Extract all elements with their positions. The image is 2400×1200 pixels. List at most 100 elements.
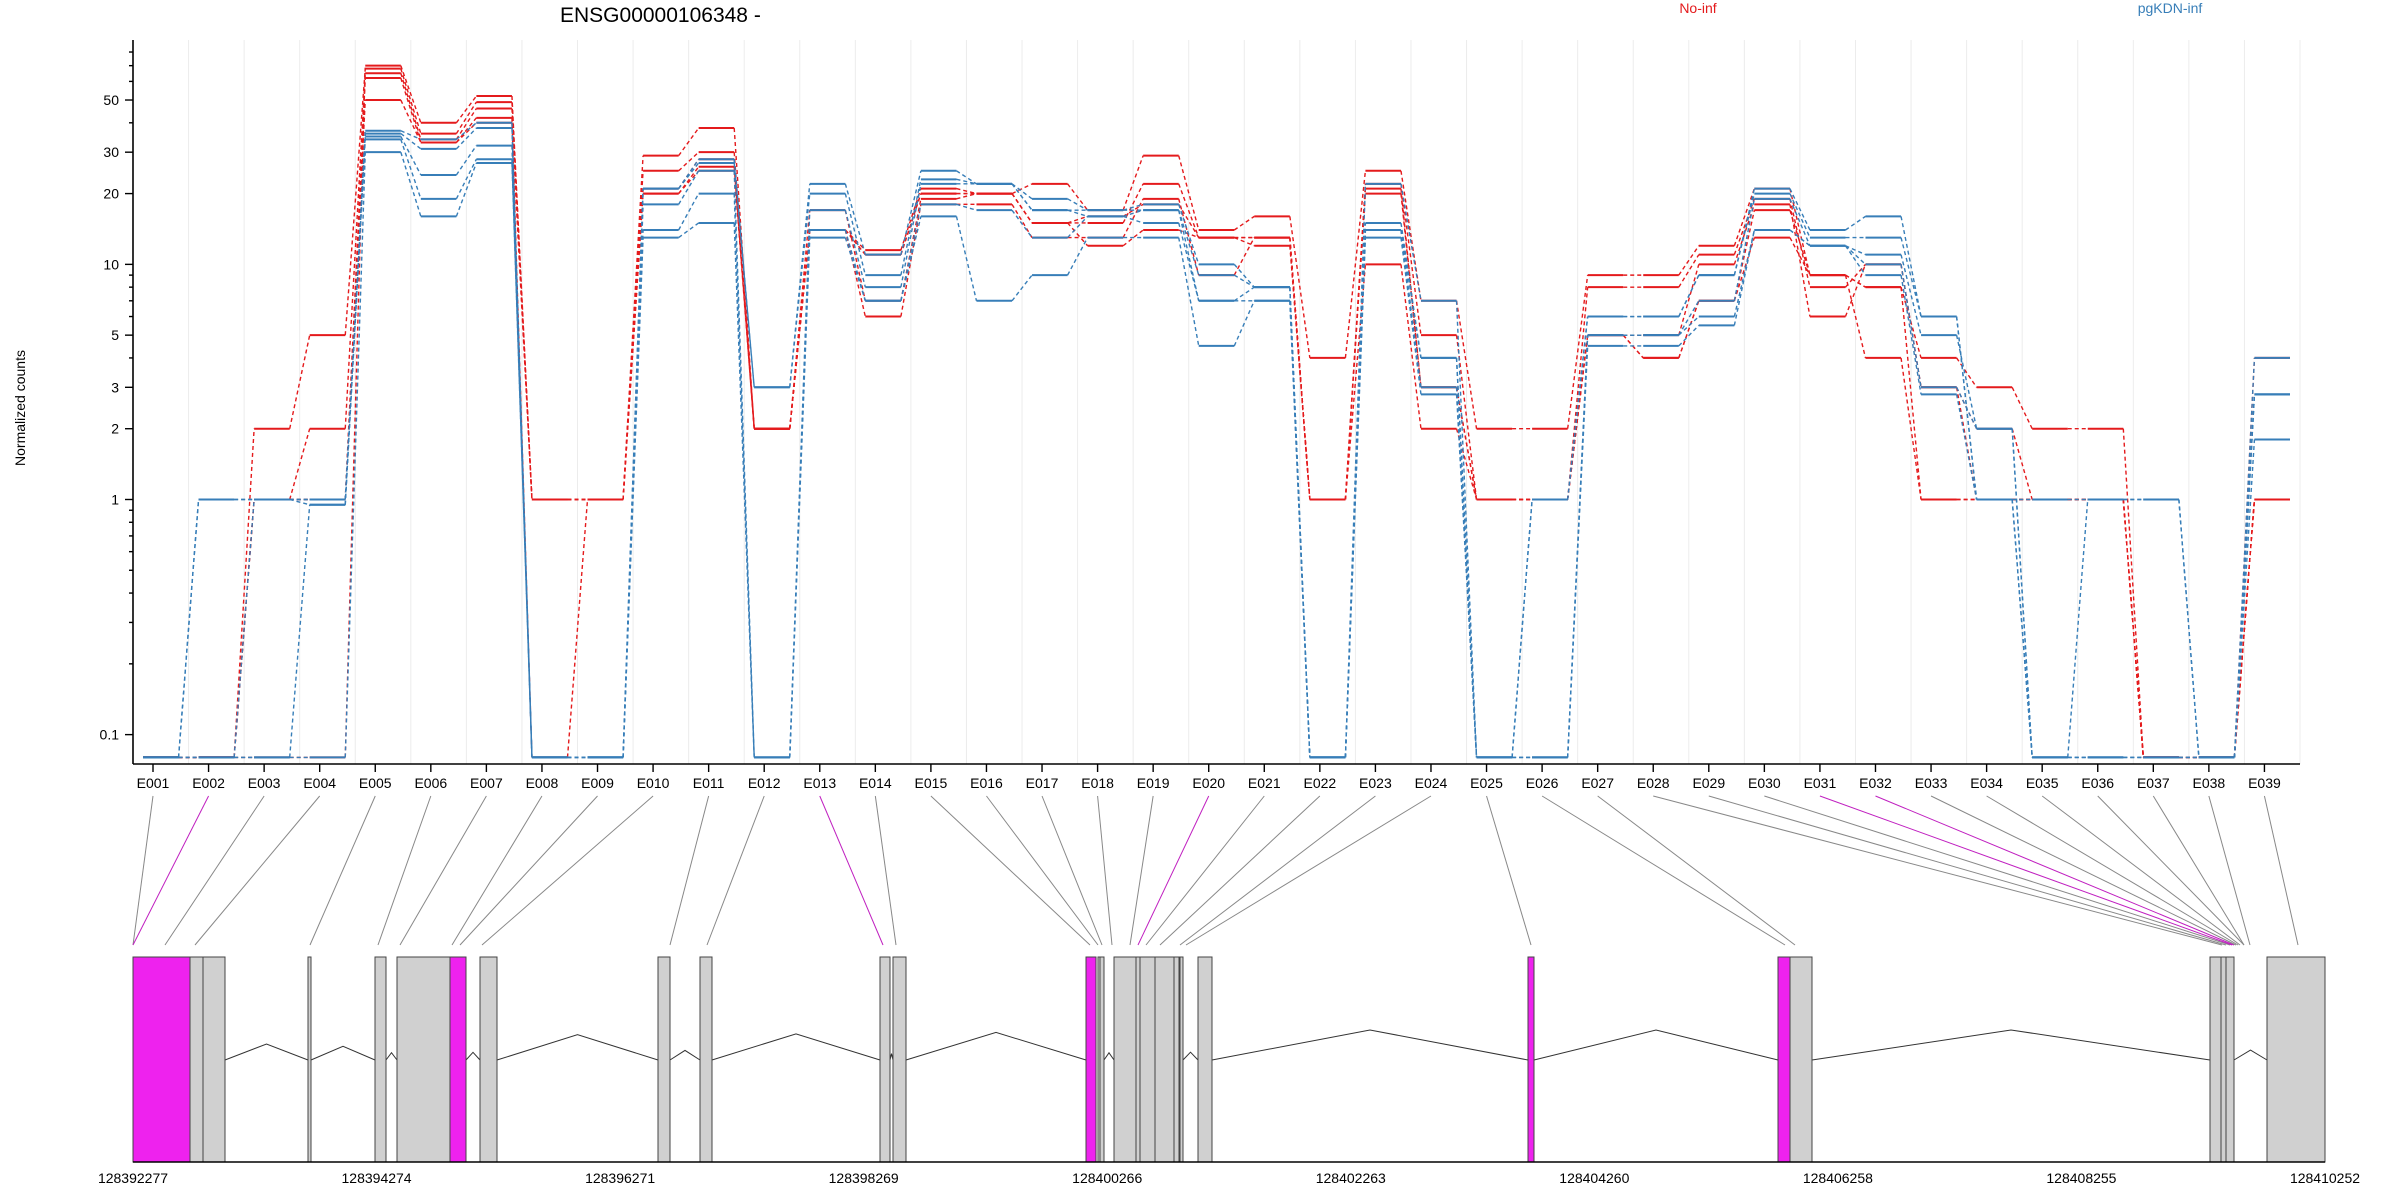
series-7-connector	[1233, 274, 1255, 288]
series-7-connector	[1566, 316, 1589, 500]
series-4-connector	[566, 499, 589, 758]
exon-box-8	[479, 956, 498, 1163]
series-5-connector	[1678, 300, 1700, 359]
series-8-connector	[1067, 209, 1088, 218]
x-tick-label-E030: E030	[1748, 775, 1781, 791]
chart-title: ENSG00000106348 -	[560, 4, 761, 27]
exon-box-17	[1135, 956, 1141, 1163]
x-tick-label-E011: E011	[693, 775, 725, 791]
series-4-connector	[1845, 274, 1866, 288]
series-8-connector	[900, 183, 922, 288]
connector-E006	[377, 795, 432, 946]
exon-box-20	[1173, 956, 1180, 1163]
series-2-connector	[956, 192, 977, 200]
y-tick-label-10: 10	[103, 256, 119, 272]
series-2-connector	[1178, 183, 1200, 238]
exon-box-27	[2220, 956, 2227, 1163]
series-10-connector	[955, 216, 978, 301]
series-7-connector	[2178, 499, 2200, 758]
exon-box-3	[202, 956, 226, 1163]
series-2-connector	[678, 151, 700, 172]
exon-box-5	[374, 956, 387, 1163]
genomic-tick-label-6: 128402263	[1316, 1170, 1386, 1186]
series-6-connector	[1233, 263, 1255, 288]
series-8-connector	[289, 498, 310, 506]
exon-box-26	[2209, 956, 2222, 1163]
x-tick-label-E019: E019	[1137, 775, 1170, 791]
series-9-connector	[1955, 387, 1978, 430]
x-tick-label-E007: E007	[470, 775, 503, 791]
series-9-connector	[344, 139, 366, 505]
series-6-connector	[844, 183, 867, 255]
series-10-connector	[2011, 499, 2033, 758]
exon-box-19	[1154, 956, 1175, 1163]
legend-no-inf: No-inf	[1679, 0, 1716, 16]
x-tick-label-E038: E038	[2193, 775, 2226, 791]
series-1-connector	[956, 187, 977, 195]
x-tick-label-E004: E004	[303, 775, 336, 791]
series-2-connector	[1844, 263, 1867, 288]
x-tick-label-E023: E023	[1359, 775, 1392, 791]
x-tick-label-E003: E003	[248, 775, 281, 791]
series-1-connector	[1455, 300, 1478, 429]
series-1-connector	[1733, 188, 1756, 246]
x-tick-label-E029: E029	[1692, 775, 1725, 791]
x-tick-label-E033: E033	[1915, 775, 1948, 791]
connector-E018	[1097, 795, 1113, 946]
x-tick-label-E035: E035	[2026, 775, 2059, 791]
connector-E030	[1764, 795, 2231, 946]
series-4-connector	[400, 77, 422, 143]
connector-E015	[930, 795, 1091, 946]
connector-E039	[2263, 795, 2299, 946]
series-8-connector	[1845, 245, 1866, 256]
x-tick-label-E021: E021	[1248, 775, 1281, 791]
series-2-connector	[1678, 254, 1700, 288]
series-10-connector	[344, 152, 366, 758]
intron-9	[669, 1049, 701, 1061]
series-10-connector	[1844, 245, 1867, 276]
x-tick-label-E008: E008	[526, 775, 559, 791]
x-tick-label-E017: E017	[1026, 775, 1059, 791]
series-1-connector	[1789, 188, 1811, 276]
connector-E019	[1129, 795, 1154, 946]
connector-E017	[1041, 795, 1103, 946]
y-tick-label-20: 20	[103, 186, 119, 202]
connector-E027	[1597, 795, 1796, 946]
series-10-pgKDN-inf	[143, 151, 2290, 759]
series-7-connector	[344, 133, 366, 500]
series-10-connector	[1400, 237, 1422, 395]
series-10-connector	[511, 162, 533, 758]
vertical-gridlines	[132, 40, 2301, 764]
connector-E029	[1708, 795, 2227, 946]
series-6-connector	[1789, 188, 1811, 231]
series-1-connector	[678, 127, 700, 157]
series-2-connector	[1400, 183, 1422, 336]
series-5-connector	[844, 229, 866, 256]
series-3-connector	[844, 229, 867, 317]
series-10-connector	[1900, 275, 1922, 395]
series-10-connector	[1455, 394, 1478, 758]
series-7-connector	[1178, 209, 1200, 276]
series-2-No-inf	[143, 67, 2290, 759]
connector-E025	[1486, 795, 1532, 946]
series-7-connector	[678, 162, 700, 190]
genomic-tick-label-1: 128392277	[98, 1170, 168, 1186]
genomic-tick-label-8: 128406258	[1803, 1170, 1873, 1186]
x-tick-label-E006: E006	[414, 775, 447, 791]
connector-E026	[1541, 795, 1786, 946]
series-3-connector	[289, 428, 311, 500]
connector-E004	[194, 795, 321, 946]
series-5-connector	[1011, 193, 1033, 224]
genomic-coordinate-axis: 128392277 128394274 128396271 128398269 1284…	[98, 1161, 2360, 1186]
series-1-connector	[1400, 170, 1422, 301]
y-tick-label-50: 50	[103, 92, 119, 108]
series-1-connector	[1956, 357, 1978, 388]
exon-box-12	[892, 956, 907, 1163]
y-tick-label-0.1: 0.1	[100, 727, 120, 743]
series-10-connector	[789, 237, 811, 758]
series-9-connector	[1011, 209, 1033, 238]
connector-E031	[1819, 795, 2233, 946]
series-6-connector	[1344, 183, 1367, 758]
series-10-connector	[1233, 300, 1255, 347]
